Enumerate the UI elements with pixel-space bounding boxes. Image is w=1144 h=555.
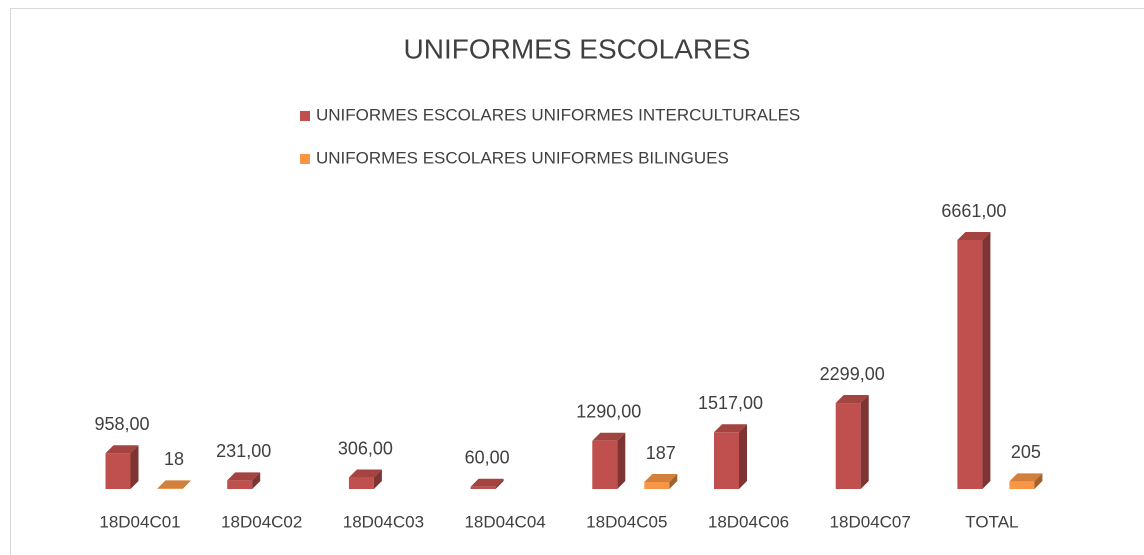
bar [835, 395, 869, 489]
value-label: 18 [164, 449, 184, 469]
bar-front [644, 482, 670, 489]
bar-side [739, 424, 747, 489]
bar-front [1009, 481, 1035, 489]
bar-side [130, 445, 139, 489]
bar-side [373, 469, 382, 489]
value-label: 60,00 [465, 448, 510, 468]
chart-title: UNIFORMES ESCOLARES [404, 33, 751, 64]
x-tick-label: 18D04C04 [464, 512, 545, 531]
bar-side [182, 480, 191, 489]
bar [105, 445, 139, 489]
bar-side [252, 472, 261, 489]
bar-top [348, 469, 382, 478]
bar-top [157, 480, 191, 489]
bar-front [957, 240, 983, 489]
bar-side [982, 232, 991, 489]
bar-top [644, 474, 678, 483]
chart-frame [10, 8, 1144, 555]
bar [644, 474, 678, 489]
x-tick-label: 18D04C01 [99, 512, 180, 531]
bar-front [714, 432, 739, 489]
bar-top [1009, 473, 1043, 482]
legend-swatch [300, 154, 310, 164]
value-label: 231,00 [216, 441, 271, 461]
bar [592, 432, 626, 489]
bar-side [860, 395, 869, 489]
value-label: 958,00 [94, 414, 149, 434]
bar-top [835, 395, 869, 404]
bar-front [227, 480, 253, 489]
bar-front [105, 453, 131, 489]
bar [1009, 473, 1043, 489]
legend-swatch [300, 111, 310, 121]
bar [157, 480, 191, 489]
x-tick-label: 18D04C06 [708, 512, 789, 531]
bar-side [669, 474, 678, 489]
bar-front [470, 486, 496, 489]
value-label: 6661,00 [941, 201, 1006, 221]
bar-top [592, 432, 626, 441]
value-label: 2299,00 [820, 364, 885, 384]
bar [957, 232, 991, 489]
bar-side [617, 432, 626, 489]
x-tick-label: 18D04C05 [586, 512, 667, 531]
bar-top [227, 472, 261, 481]
bar-top [714, 424, 747, 433]
bar [227, 472, 261, 489]
value-label: 187 [646, 443, 676, 463]
bar-front [157, 488, 183, 489]
x-tick-label: 18D04C03 [343, 512, 424, 531]
value-label: 205 [1011, 442, 1041, 462]
x-tick-label: 18D04C07 [830, 512, 911, 531]
x-tick-label: 18D04C02 [221, 512, 302, 531]
value-label: 306,00 [338, 438, 393, 458]
bar-top [470, 478, 504, 487]
bar-side [495, 478, 504, 489]
legend-label: UNIFORMES ESCOLARES UNIFORMES INTERCULTU… [316, 105, 800, 124]
bar [470, 478, 504, 489]
bar-front [592, 440, 618, 489]
bar [714, 424, 747, 489]
x-tick-label: TOTAL [965, 512, 1018, 531]
value-label: 1517,00 [698, 393, 763, 413]
bar-side [1034, 473, 1043, 489]
legend-label: UNIFORMES ESCOLARES UNIFORMES BILINGUES [316, 148, 729, 167]
bar-front [835, 403, 861, 489]
value-label: 1290,00 [576, 402, 641, 422]
bar [348, 469, 382, 489]
bar-top [957, 232, 991, 240]
bar-top [105, 445, 139, 454]
bar-front [348, 477, 374, 489]
